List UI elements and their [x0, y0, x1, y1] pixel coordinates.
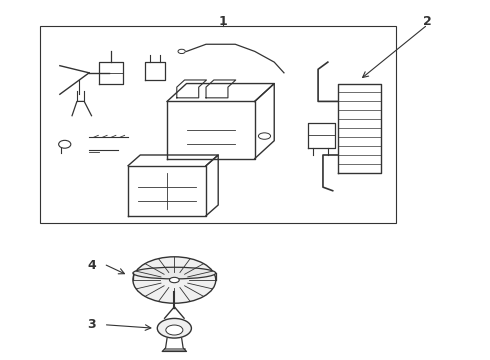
Ellipse shape	[59, 140, 71, 148]
Text: 3: 3	[87, 318, 96, 331]
Text: 1: 1	[219, 14, 227, 27]
Ellipse shape	[178, 49, 185, 54]
Text: 2: 2	[423, 14, 432, 27]
Ellipse shape	[258, 133, 270, 139]
Ellipse shape	[157, 319, 192, 338]
Ellipse shape	[133, 257, 216, 303]
Bar	[40, 26, 396, 223]
Ellipse shape	[170, 277, 179, 283]
Ellipse shape	[133, 267, 216, 279]
Ellipse shape	[166, 325, 183, 335]
Text: 4: 4	[87, 259, 96, 272]
